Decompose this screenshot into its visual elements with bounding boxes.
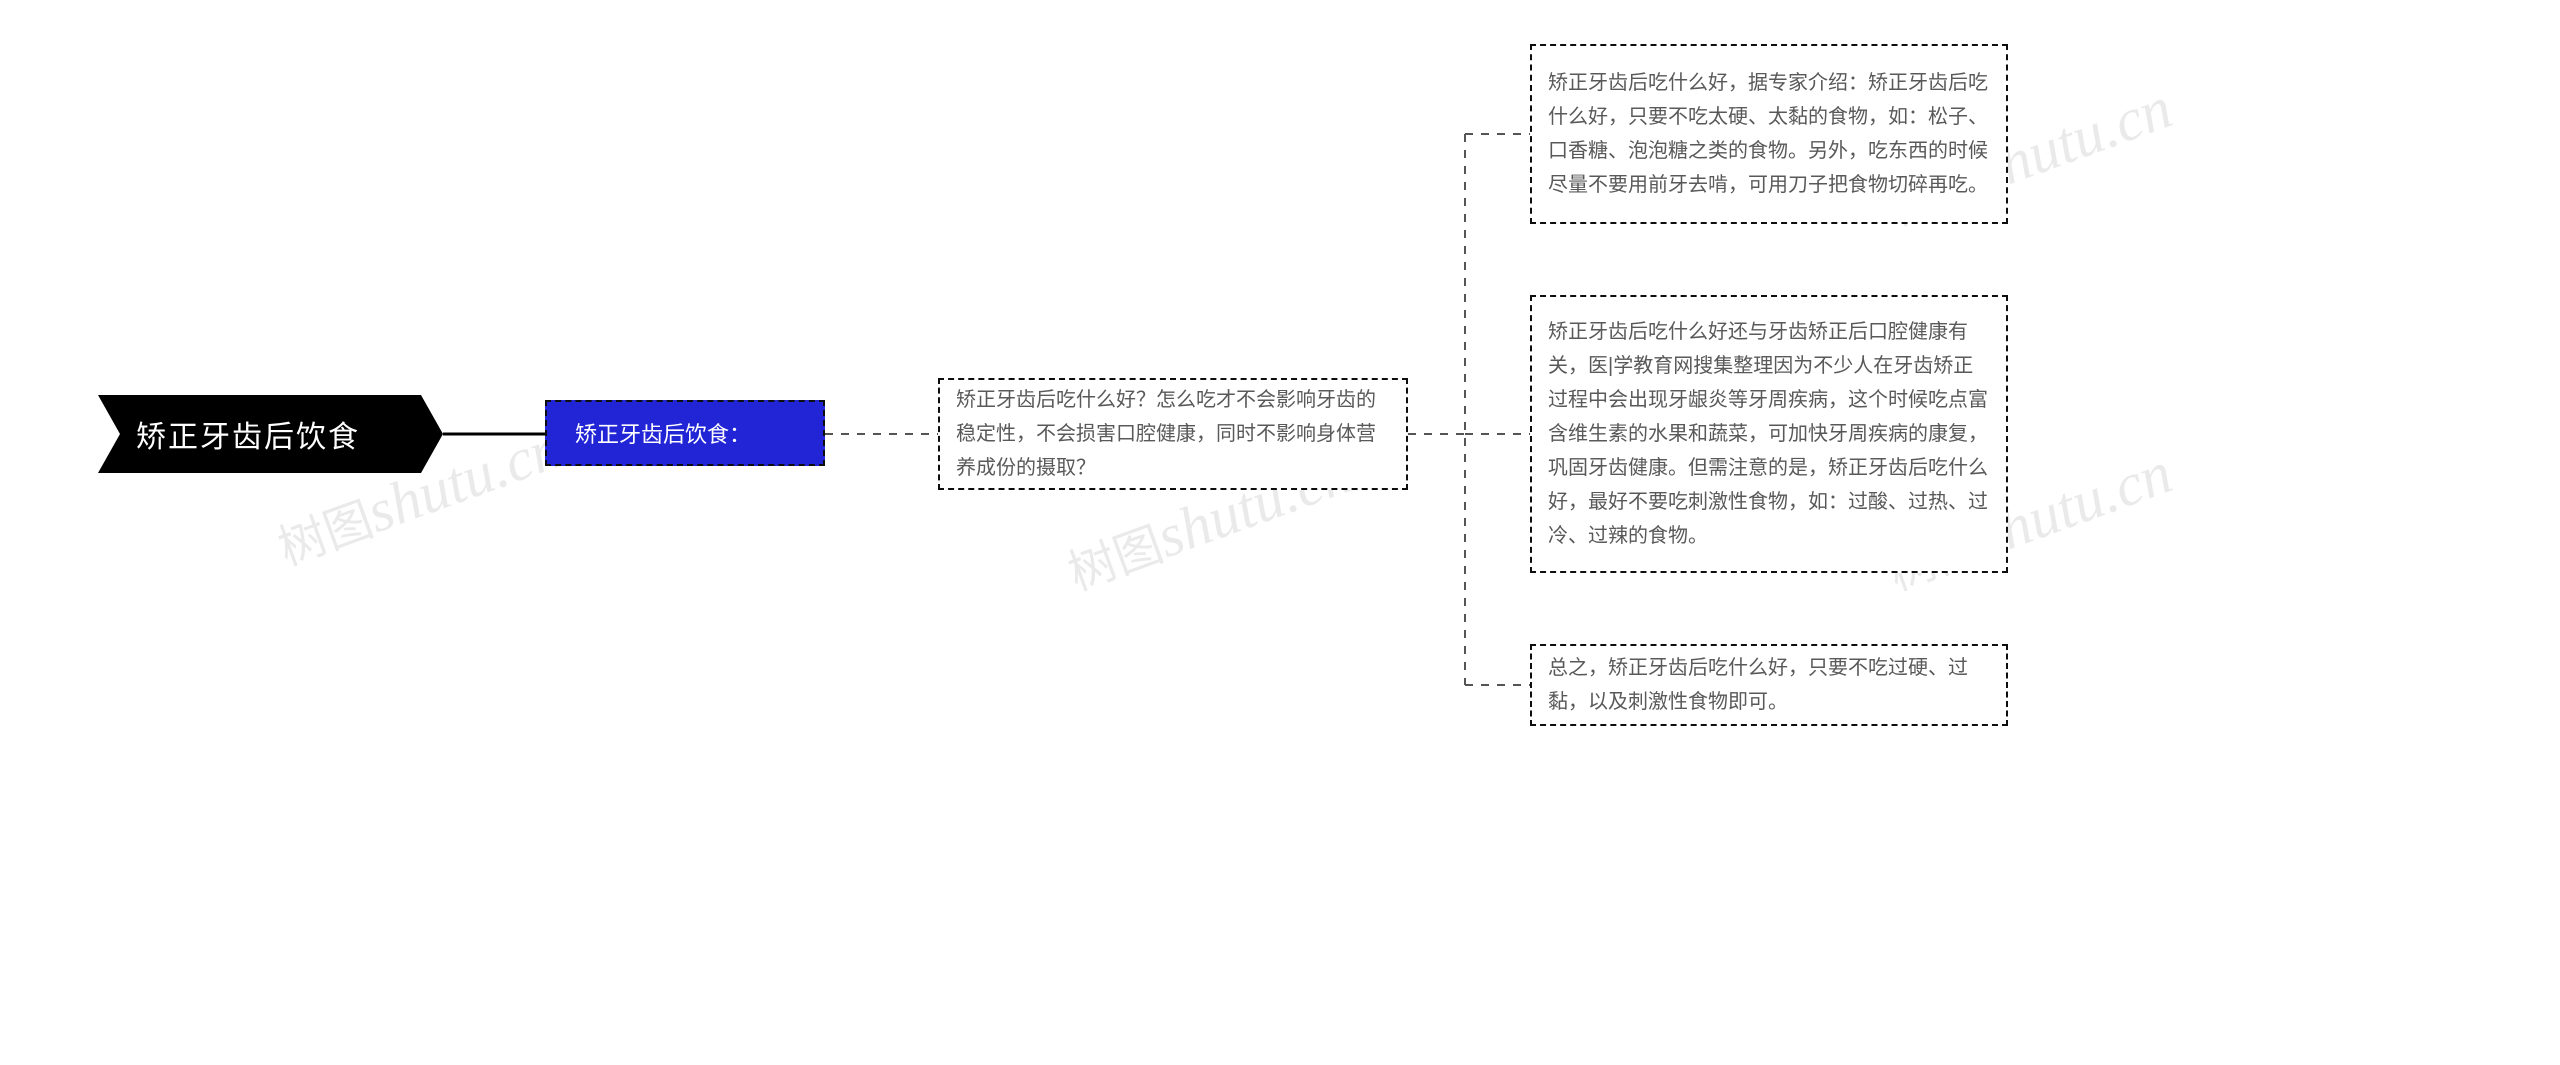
level3-text: 矫正牙齿后吃什么好，据专家介绍：矫正牙齿后吃什么好，只要不吃太硬、太黏的食物，如…: [1548, 66, 1990, 202]
level3-node: 矫正牙齿后吃什么好，据专家介绍：矫正牙齿后吃什么好，只要不吃太硬、太黏的食物，如…: [1530, 44, 2008, 224]
level2-text: 矫正牙齿后吃什么好？怎么吃才不会影响牙齿的稳定性，不会损害口腔健康，同时不影响身…: [956, 383, 1390, 485]
level3-text: 总之，矫正牙齿后吃什么好，只要不吃过硬、过黏，以及刺激性食物即可。: [1548, 651, 1990, 719]
root-label: 矫正牙齿后饮食: [136, 412, 360, 456]
level3-node: 矫正牙齿后吃什么好还与牙齿矫正后口腔健康有关，医|学教育网搜集整理因为不少人在牙…: [1530, 295, 2008, 573]
mindmap-canvas: 树图shutu.cn 树图shutu.cn 树图shutu.cn 树图shutu…: [0, 0, 2560, 1065]
level1-node: 矫正牙齿后饮食：: [545, 400, 825, 466]
level2-node: 矫正牙齿后吃什么好？怎么吃才不会影响牙齿的稳定性，不会损害口腔健康，同时不影响身…: [938, 378, 1408, 490]
level3-node: 总之，矫正牙齿后吃什么好，只要不吃过硬、过黏，以及刺激性食物即可。: [1530, 644, 2008, 726]
root-node: 矫正牙齿后饮食: [98, 395, 443, 473]
level3-text: 矫正牙齿后吃什么好还与牙齿矫正后口腔健康有关，医|学教育网搜集整理因为不少人在牙…: [1548, 315, 1990, 553]
level1-label: 矫正牙齿后饮食：: [575, 417, 751, 449]
connectors: [0, 0, 2560, 1065]
